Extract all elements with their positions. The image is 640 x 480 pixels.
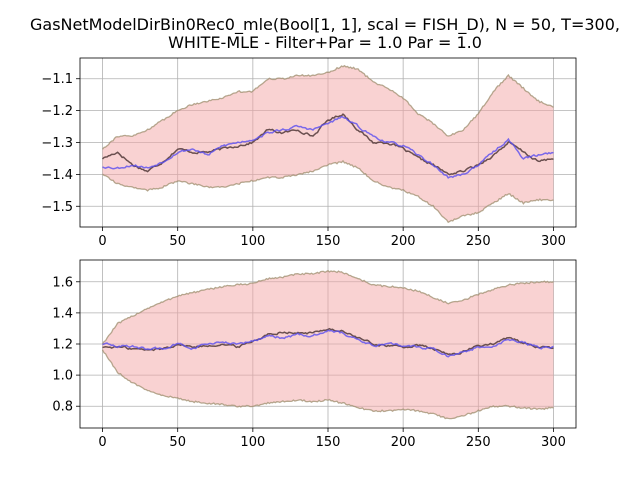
y-tick-label: −1.2 [41,104,73,119]
top-subplot: 0 50 100 150 200 250 300 −1.5 −1.4 −1.3 −1.2 −1.1 [41,57,577,249]
chart-title-line-1: GasNetModelDirBin0Rec0_mle(Bool[1, 1], s… [30,15,620,35]
filtered-estimate-line [102,115,554,179]
x-tick-label: 50 [169,234,186,249]
x-tick-label: 250 [466,435,491,450]
band-upper-edge [102,64,554,150]
band-upper-edge [101,269,554,345]
x-tick-label: 150 [316,234,341,249]
x-tick-label: 200 [391,234,416,249]
band-lower-edge [101,349,554,420]
x-tick-label: 150 [316,435,341,450]
x-tick-label: 0 [98,234,106,249]
y-tick-label: −1.4 [41,168,73,183]
y-tick-label: −1.1 [41,72,73,87]
x-tick-label: 300 [541,234,566,249]
true-parameter-line [102,327,554,356]
x-tick-label: 200 [391,435,416,450]
x-tick-label: 300 [541,435,566,450]
bottom-subplot: 0 50 100 150 200 250 300 0.8 1.0 1.2 1.4 1.6 [52,259,577,450]
y-tick-label: 1.0 [52,369,73,384]
x-tick-label: 100 [240,234,265,249]
x-tick-label: 100 [240,435,265,450]
y-tick-label: −1.3 [41,136,73,151]
x-tick-label: 250 [466,234,491,249]
chart-title-line-2: WHITE-MLE - Filter+Par = 1.0 Par = 1.0 [168,33,482,52]
y-tick-label: 0.8 [52,400,73,415]
x-tick-label: 50 [169,435,186,450]
y-tick-label: 1.2 [52,338,73,353]
confidence-band [102,65,554,223]
y-tick-label: 1.6 [52,275,73,290]
filtered-estimate-line [102,329,554,358]
y-tick-label: 1.4 [52,306,73,321]
confidence-band [102,270,554,419]
y-tick-label: −1.5 [41,200,73,215]
band-lower-edge [102,159,554,224]
x-tick-label: 0 [98,435,106,450]
